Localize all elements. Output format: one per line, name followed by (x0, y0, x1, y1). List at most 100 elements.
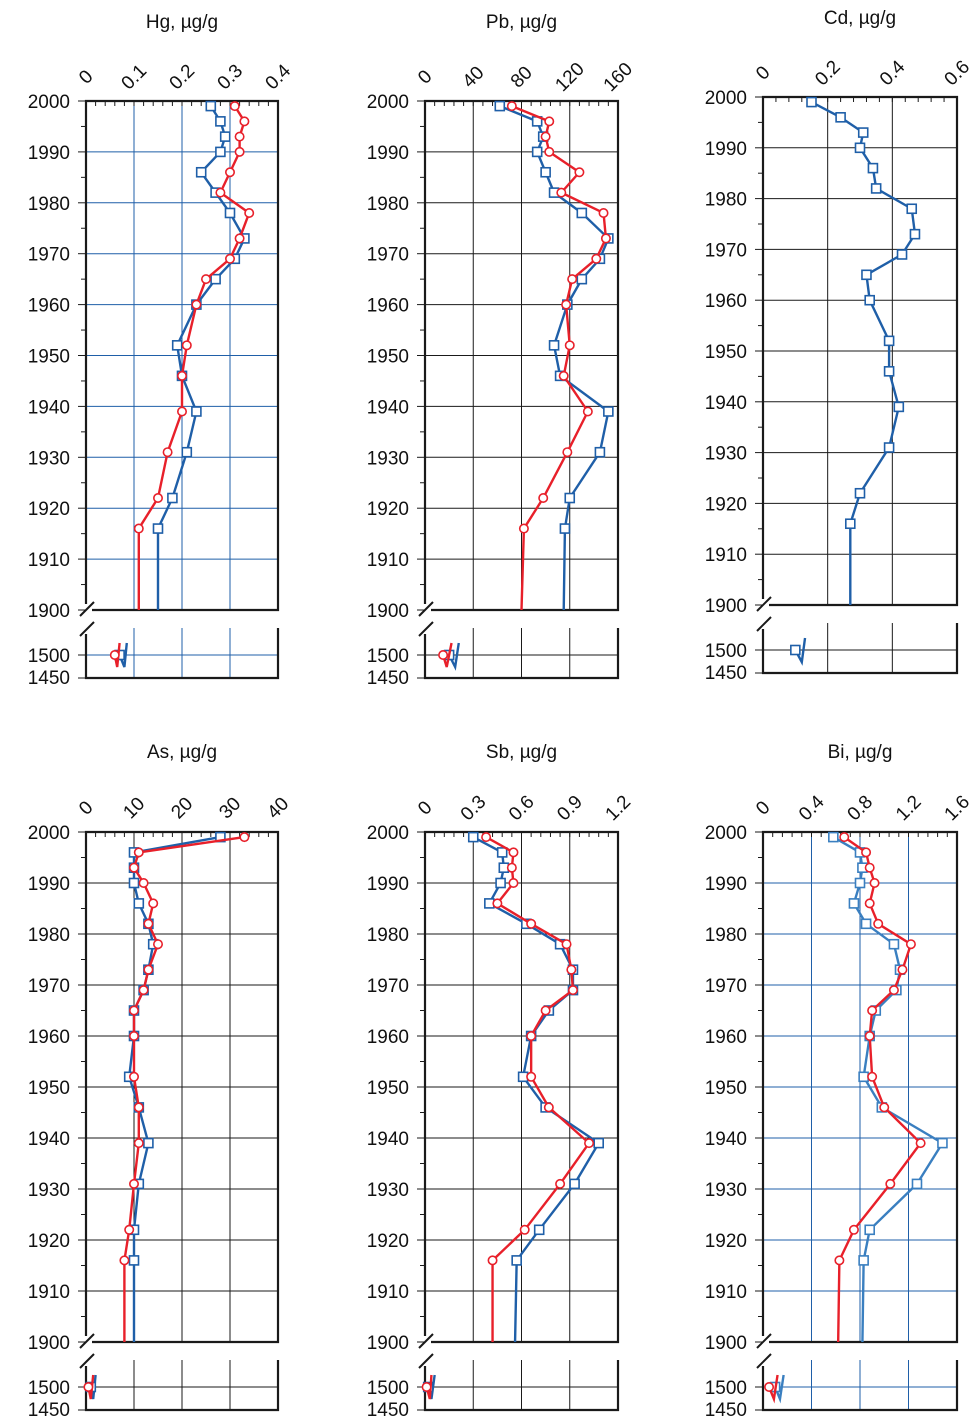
data-point (839, 832, 850, 843)
y-tick-label: 1960 (28, 296, 70, 317)
data-point (576, 207, 588, 219)
x-tick-label: 0 (75, 797, 97, 819)
data-point (519, 1224, 530, 1235)
axis-break (418, 1353, 434, 1369)
data-point (494, 100, 506, 112)
data-point (215, 187, 226, 198)
data-point (234, 131, 245, 142)
data-point (234, 146, 245, 157)
data-point (133, 1102, 144, 1113)
x-tick-label: 0.4 (262, 60, 296, 94)
y-tick-label: 1910 (367, 1282, 409, 1303)
axis-break (756, 616, 772, 632)
y-tick-label: 1940 (367, 397, 409, 418)
x-tick-label: 1.2 (602, 792, 636, 826)
data-point (848, 898, 860, 909)
data-point (210, 273, 221, 285)
x-tick-label: 40 (263, 793, 293, 823)
data-point (848, 1224, 859, 1235)
data-point (201, 274, 212, 285)
data-point (138, 877, 149, 888)
y-tick-label: 1930 (367, 448, 409, 469)
data-point (867, 1005, 878, 1016)
data-point (854, 487, 866, 499)
data-point (600, 233, 611, 244)
panel-title: As, µg/g (147, 742, 217, 763)
y-tick-label: 1970 (367, 976, 409, 997)
data-point (128, 1255, 140, 1266)
data-point (854, 877, 866, 889)
y-tick-label: 1920 (367, 499, 409, 520)
data-point (556, 187, 567, 198)
data-point (888, 938, 900, 950)
data-point (205, 100, 217, 112)
data-point (544, 116, 555, 127)
data-point (153, 939, 164, 950)
data-point (873, 918, 884, 929)
series-line-blue (810, 101, 917, 605)
y-tick-label: 1940 (367, 1129, 409, 1150)
x-tick-label: 0 (752, 62, 774, 84)
data-point (133, 1138, 144, 1149)
data-point (481, 832, 492, 843)
data-point (129, 1178, 140, 1189)
axis-break (79, 621, 95, 637)
data-point (548, 340, 560, 351)
data-point (124, 1224, 135, 1235)
data-point (540, 1005, 551, 1016)
data-point (171, 340, 183, 351)
data-point (593, 1137, 605, 1149)
y-tick-label: 1500 (28, 646, 70, 667)
y-tick-label: 1910 (705, 545, 747, 566)
y-tick-label: 1990 (28, 143, 70, 164)
y-tick-label: 1990 (367, 143, 409, 164)
panel-title: Cd, µg/g (824, 8, 896, 29)
data-point (508, 877, 519, 888)
x-tick-label: 160 (600, 59, 637, 96)
plot-frame (423, 830, 620, 1344)
axis-break (756, 1353, 772, 1369)
data-point (492, 898, 503, 909)
series-line-lightblue (832, 836, 944, 1343)
y-tick-label: 1990 (367, 874, 409, 895)
panel-3: As, µg/g 0 10 20 30 40 2000 1990 1980 1970 1960 195… (28, 742, 294, 1421)
data-point (883, 335, 895, 347)
data-point (129, 1071, 140, 1082)
data-point (860, 918, 872, 930)
x-tick-label: 0.3 (457, 792, 491, 826)
y-tick-label: 1500 (705, 1378, 747, 1399)
data-point (526, 918, 537, 929)
panel-0: Hg, µg/g 0 0.1 0.2 0.3 0.4 2000 1990 1980 1970 196… (28, 12, 296, 689)
data-point (870, 183, 882, 194)
axis-break (79, 1333, 95, 1349)
y-tick-label: 2000 (367, 92, 409, 113)
axis-break (418, 601, 434, 617)
plot-frame (84, 99, 280, 612)
data-point (153, 493, 164, 504)
data-point (555, 1178, 566, 1189)
data-point (906, 203, 918, 215)
data-point (129, 1005, 140, 1016)
data-point (869, 877, 880, 888)
data-point (864, 898, 875, 909)
data-point (893, 401, 905, 413)
y-tick-label: 1970 (28, 976, 70, 997)
panel-title: Hg, µg/g (146, 12, 218, 33)
y-tick-label: 1980 (28, 194, 70, 215)
data-point (508, 847, 519, 858)
y-tick-label: 1500 (705, 641, 747, 662)
data-point (905, 939, 916, 950)
data-point (138, 985, 149, 996)
lower-frame (84, 628, 280, 680)
plot-frame (423, 99, 620, 612)
y-tick-label: 1970 (367, 245, 409, 266)
data-point (128, 877, 140, 889)
data-point (861, 847, 872, 858)
y-tick-label: 1450 (705, 1400, 747, 1421)
y-tick-label: 1960 (367, 1027, 409, 1048)
data-point (506, 101, 517, 112)
data-point (864, 1224, 876, 1236)
plot-frame (761, 830, 959, 1344)
data-point (129, 1031, 140, 1042)
y-tick-label: 1900 (367, 1333, 409, 1354)
